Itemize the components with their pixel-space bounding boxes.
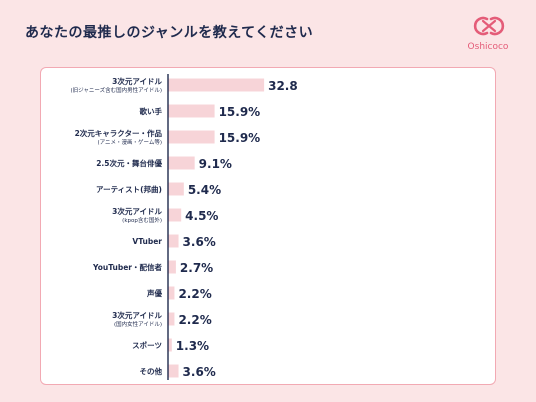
bar xyxy=(168,260,176,274)
category-label: 3次元アイドル xyxy=(112,310,162,320)
data-label: 3.6% xyxy=(183,365,216,379)
bar xyxy=(168,130,215,144)
bar xyxy=(168,286,175,300)
data-label: 9.1% xyxy=(199,157,232,171)
category-label: VTuber xyxy=(132,237,162,246)
data-label: 1.3% xyxy=(176,339,209,353)
bar-chart: 32.83次元アイドル(旧ジャニーズ含む国内男性アイドル)15.9%歌い手15.… xyxy=(71,74,298,380)
bar xyxy=(168,182,184,196)
logo-text: Oshicoco xyxy=(467,42,509,52)
bar xyxy=(168,156,195,170)
oshicoco-logo-icon xyxy=(473,16,505,36)
data-label: 2.2% xyxy=(178,287,211,301)
bar xyxy=(168,104,215,118)
data-label: 15.9% xyxy=(219,131,261,145)
data-label: 2.7% xyxy=(180,261,213,275)
data-label: 4.5% xyxy=(185,209,218,223)
bar xyxy=(168,364,179,378)
category-sublabel: (アニメ・漫画・ゲーム等) xyxy=(97,138,162,146)
category-label: 2次元キャラクター・作品 xyxy=(75,128,163,138)
data-label: 5.4% xyxy=(188,183,221,197)
bar xyxy=(168,208,182,222)
bar xyxy=(168,78,265,92)
category-sublabel: (国内女性アイドル) xyxy=(114,320,162,328)
data-label: 3.6% xyxy=(183,235,216,249)
category-sublabel: (kpop含む国外) xyxy=(122,216,162,224)
category-label: その他 xyxy=(140,366,163,376)
bar xyxy=(168,312,175,326)
category-label: アーティスト(邦曲) xyxy=(96,184,162,194)
category-label: 3次元アイドル xyxy=(112,206,162,216)
data-label: 32.8 xyxy=(268,79,298,93)
category-label: YouTuber・配信者 xyxy=(92,262,163,272)
category-label: 声優 xyxy=(146,288,162,298)
page-title: あなたの最推しのジャンルを教えてください xyxy=(25,25,314,41)
data-label: 15.9% xyxy=(219,105,261,119)
category-sublabel: (旧ジャニーズ含む国内男性アイドル) xyxy=(71,86,162,94)
logo: Oshicoco xyxy=(458,12,518,56)
category-label: スポーツ xyxy=(132,340,162,350)
category-label: 2.5次元・舞台俳優 xyxy=(96,158,162,168)
chart-panel: 32.8 3次元アイドル (旧ジャニーズ含む国内男性アイドル) 15.9% 歌い手 15.… xyxy=(40,67,496,385)
category-label: 歌い手 xyxy=(140,106,163,116)
bar xyxy=(168,338,172,352)
data-label: 2.2% xyxy=(178,313,211,327)
bar xyxy=(168,234,179,248)
category-label: 3次元アイドル xyxy=(112,76,162,86)
